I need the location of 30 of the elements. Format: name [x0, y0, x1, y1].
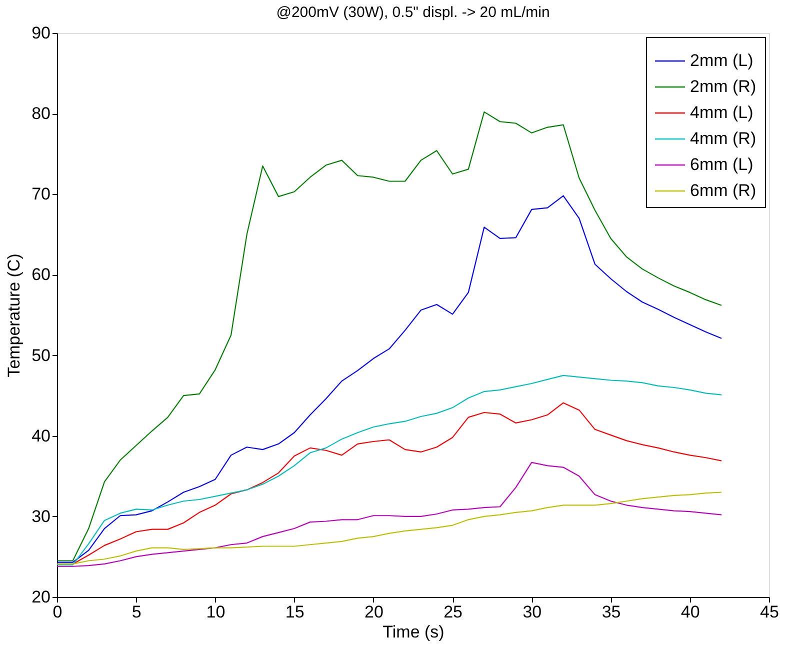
legend-label: 2mm (L): [690, 51, 754, 70]
line-series: [57, 492, 722, 565]
line-series: [57, 195, 722, 563]
x-axis-title: Time (s): [382, 622, 444, 642]
x-tick-label: 35: [602, 602, 621, 622]
y-axis-title: Temperature (C): [4, 254, 24, 378]
y-tick-label: 20: [32, 588, 50, 606]
x-tick-label: 15: [285, 602, 304, 622]
y-tick-label: 30: [32, 506, 50, 526]
line-series: [57, 462, 722, 567]
y-tick-label: 50: [32, 346, 50, 365]
chart-title: @200mV (30W), 0.5" displ. -> 20 mL/min: [276, 4, 550, 21]
y-tick-label: 90: [32, 24, 50, 42]
y-tick-label: 40: [32, 426, 50, 446]
legend-label: 2mm (R): [690, 77, 756, 96]
x-tick-label: 20: [364, 602, 384, 622]
x-tick-label: 40: [680, 602, 700, 622]
legend-label: 6mm (R): [690, 181, 756, 200]
x-tick-label: 10: [206, 602, 226, 622]
x-tick-label: 0: [52, 602, 62, 622]
y-tick-label: 80: [32, 104, 50, 124]
y-tick-label: 70: [32, 184, 50, 204]
legend-label: 6mm (L): [690, 155, 754, 174]
x-tick-label: 25: [444, 602, 463, 622]
y-tick-label: 60: [32, 265, 50, 284]
x-tick-label: 30: [522, 602, 542, 622]
x-tick-label: 45: [760, 602, 779, 622]
x-tick-label: 5: [132, 602, 142, 622]
legend-label: 4mm (L): [690, 103, 754, 122]
legend-label: 4mm (R): [690, 129, 756, 148]
